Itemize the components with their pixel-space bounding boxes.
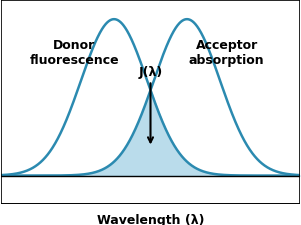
Text: Wavelength (λ): Wavelength (λ) [97,213,204,225]
Text: J(λ): J(λ) [138,65,163,143]
Text: Acceptor
absorption: Acceptor absorption [189,39,265,67]
Text: Donor
fluorescence: Donor fluorescence [29,39,119,67]
